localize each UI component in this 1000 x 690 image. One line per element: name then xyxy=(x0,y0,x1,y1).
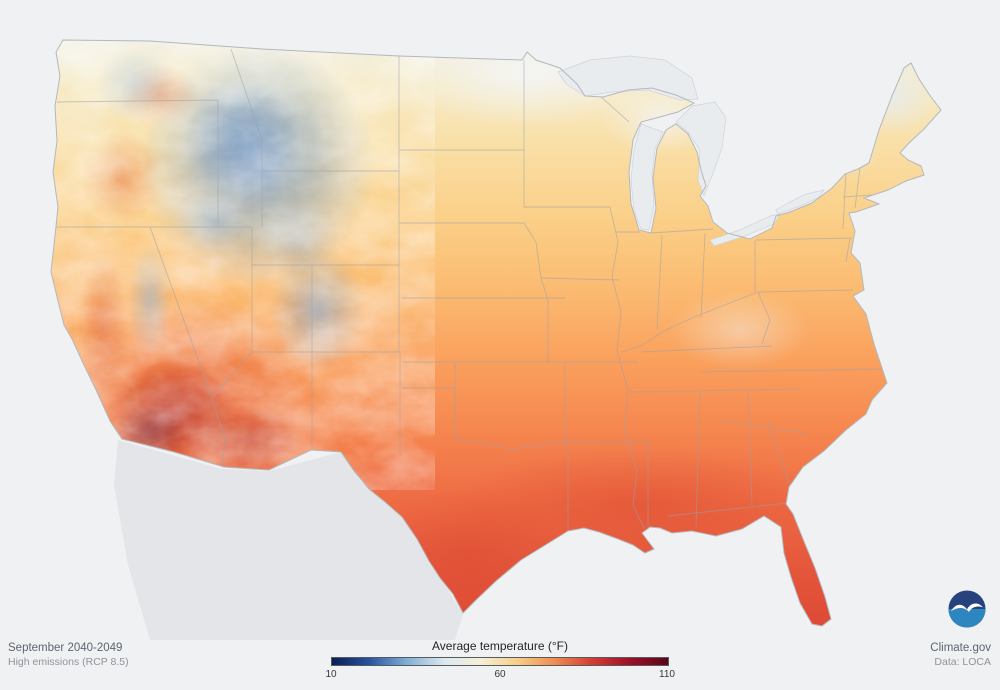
lake-superior-icon xyxy=(557,55,699,101)
noaa-logo xyxy=(948,590,986,628)
lake-erie-icon xyxy=(709,213,781,247)
legend-tick-min: 10 xyxy=(325,669,337,680)
lake-michigan-icon xyxy=(630,123,664,231)
data-source-label: Data: LOCA xyxy=(934,655,991,668)
great-lakes xyxy=(557,55,825,247)
mexico-silhouette xyxy=(114,440,463,640)
terrain-texture xyxy=(35,30,435,490)
state-borders xyxy=(52,48,902,530)
map-credits: Climate.gov Data: LOCA xyxy=(930,641,991,670)
emissions-scenario-label: High emissions (RCP 8.5) xyxy=(8,655,129,668)
lake-huron-icon xyxy=(675,101,727,197)
map-caption: September 2040-2049 High emissions (RCP … xyxy=(8,641,129,670)
legend-tick-max: 110 xyxy=(659,669,675,680)
legend-title: Average temperature (°F) xyxy=(432,639,568,653)
legend-colorbar xyxy=(331,657,669,666)
legend-ticks: 10 60 110 xyxy=(325,669,675,682)
lake-ontario-icon xyxy=(775,189,825,215)
legend-tick-mid: 60 xyxy=(494,669,506,680)
time-period-label: September 2040-2049 xyxy=(8,642,123,654)
noaa-seagull-icon xyxy=(951,603,983,612)
temperature-legend: Average temperature (°F) 10 60 110 xyxy=(325,639,675,682)
climate-gov-credit: Climate.gov xyxy=(930,642,991,654)
